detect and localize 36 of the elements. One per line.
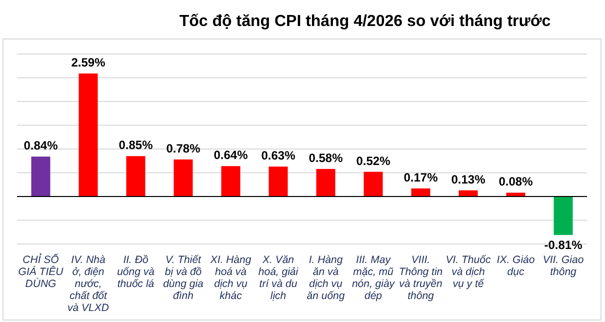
- data-label: 0.64%: [214, 148, 248, 162]
- data-label: 0.52%: [356, 154, 391, 168]
- data-label: 0.63%: [261, 148, 296, 163]
- data-label: 2.59%: [71, 55, 106, 70]
- data-label: 0.08%: [498, 174, 534, 189]
- bar: [506, 192, 526, 196]
- x-tick-label: II. Đồ uống và thuốc lá: [117, 254, 155, 290]
- data-label: 0.13%: [451, 172, 486, 186]
- bar: [174, 159, 193, 196]
- x-tick-label: IX. Giáo dục: [496, 254, 535, 278]
- bar: [554, 196, 573, 235]
- x-tick-label: VIII. Thông tin và truyền thông: [398, 254, 443, 302]
- bar: [221, 166, 240, 196]
- x-tick-label: VI. Thuốc và dịch vụ y tế: [446, 254, 492, 290]
- x-tick-label: CHỈ SỐ GIÁ TIÊU DÙNG: [18, 253, 64, 290]
- bar: [316, 168, 336, 196]
- data-label: 0.85%: [118, 138, 154, 152]
- x-tick-label: X. Văn hoá, giải trí và du lịch: [258, 254, 299, 302]
- data-label: 0.84%: [24, 138, 58, 153]
- bar: [268, 166, 288, 196]
- bar: [31, 156, 50, 196]
- bar: [78, 73, 98, 196]
- x-tick-label: XI. Hàng hoá và dịch vụ khác: [209, 254, 252, 302]
- x-tick-label: III. May mặc, mũ nón, giày dép: [352, 254, 396, 302]
- data-label: 0.58%: [308, 150, 344, 165]
- x-tick-label: IV. Nhà ở, điện nước, chất đốt và VLXD: [68, 254, 110, 314]
- x-tick-label: V. Thiết bị và đồ dùng gia đình: [163, 254, 204, 302]
- bar: [411, 188, 430, 196]
- chart-title: Tốc độ tăng CPI tháng 4/2026 so với tháng trước: [179, 13, 551, 30]
- bar: [126, 156, 146, 196]
- data-label: 0.17%: [404, 170, 438, 184]
- x-tick-label: VII. Giao thông: [542, 254, 584, 278]
- x-tick-label: I. Hàng ăn và dịch vụ ăn uống: [306, 254, 345, 302]
- bar: [364, 172, 383, 196]
- data-label: -0.81%: [544, 238, 583, 252]
- data-label: 0.78%: [166, 141, 201, 156]
